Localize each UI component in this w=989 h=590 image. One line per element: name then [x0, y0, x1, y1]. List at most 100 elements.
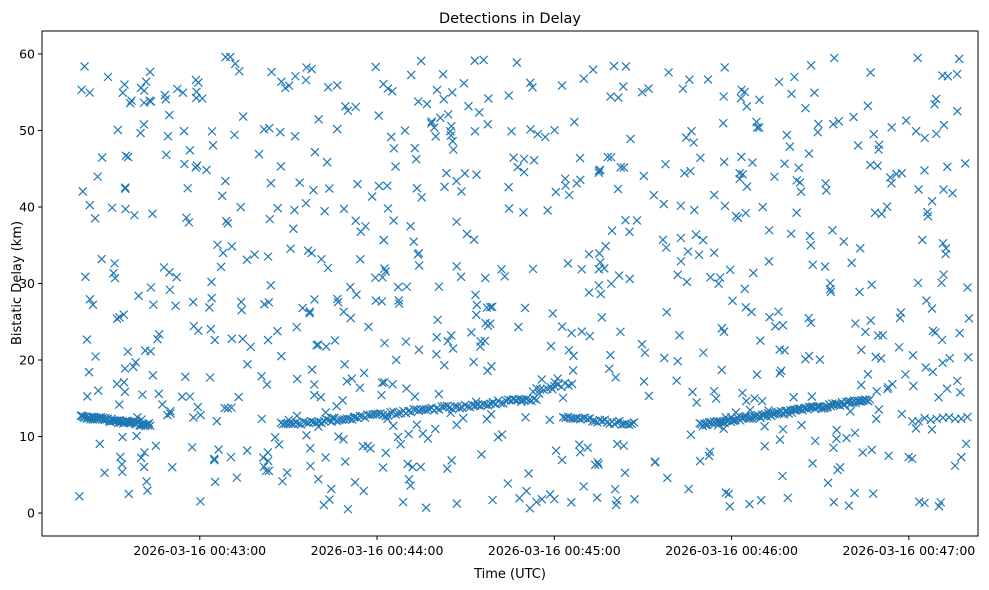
scatter-point — [171, 301, 181, 311]
scatter-point — [676, 201, 686, 211]
track-point — [450, 401, 460, 411]
scatter-point — [774, 77, 784, 87]
scatter-point — [442, 464, 452, 474]
scatter-point — [674, 330, 684, 340]
scatter-point — [333, 297, 343, 307]
scatter-point — [742, 182, 752, 192]
scatter-point — [112, 379, 122, 389]
scatter-point — [813, 127, 823, 137]
scatter-point — [345, 282, 355, 292]
scatter-point — [740, 284, 750, 294]
scatter-point — [330, 336, 340, 345]
scatter-point — [188, 297, 198, 307]
scatter-point — [408, 462, 417, 472]
scatter-point — [209, 455, 219, 465]
track-point — [355, 411, 365, 421]
scatter-point — [377, 390, 386, 400]
scatter-point — [780, 159, 790, 169]
scatter-point — [88, 300, 98, 310]
track-point — [521, 394, 531, 404]
scatter-point — [507, 126, 516, 136]
scatter-point — [238, 112, 248, 121]
scatter-point — [312, 340, 322, 350]
scatter-point — [584, 288, 594, 297]
scatter-point — [339, 204, 349, 214]
scatter-point — [775, 435, 785, 445]
scatter-point — [921, 363, 931, 372]
scatter-point — [207, 126, 217, 136]
scatter-point — [911, 126, 921, 136]
scatter-point — [594, 264, 604, 274]
scatter-point — [904, 452, 914, 462]
scatter-point — [206, 324, 216, 334]
track-point — [717, 418, 726, 427]
scatter-point — [923, 211, 933, 221]
scatter-point — [703, 75, 713, 84]
scatter-point — [406, 481, 415, 490]
scatter-point — [952, 69, 962, 79]
scatter-point — [621, 215, 630, 225]
scatter-point — [266, 280, 276, 290]
scatter-point — [611, 500, 621, 510]
track-point — [823, 402, 833, 412]
scatter-point — [74, 491, 84, 501]
scatter-point — [416, 56, 426, 66]
scatter-point — [157, 400, 167, 409]
scatter-point — [735, 168, 745, 178]
scatter-point — [120, 184, 130, 194]
scatter-point — [343, 504, 353, 514]
scatter-point — [621, 62, 631, 71]
scatter-point — [204, 302, 214, 312]
scatter-point — [787, 89, 796, 99]
scatter-point — [282, 468, 292, 478]
scatter-point — [107, 203, 117, 213]
scatter-point — [856, 345, 866, 355]
plot-area — [41, 30, 979, 537]
chart-title: Detections in Delay — [439, 11, 581, 27]
scatter-point — [908, 381, 918, 391]
scatter-point — [692, 397, 702, 407]
scatter-point — [764, 225, 774, 235]
scatter-point — [625, 227, 634, 237]
scatter-point — [114, 312, 124, 322]
scatter-point — [381, 448, 391, 458]
scatter-point — [497, 430, 507, 439]
scatter-point — [470, 126, 480, 136]
scatter-point — [725, 265, 735, 275]
scatter-point — [639, 377, 649, 386]
scatter-point — [146, 346, 156, 356]
track-point — [375, 409, 385, 418]
scatter-point — [120, 364, 130, 374]
scatter-point — [97, 254, 107, 264]
scatter-point — [583, 443, 593, 453]
scatter-point — [404, 429, 414, 439]
scatter-point — [776, 366, 786, 376]
scatter-point — [411, 154, 421, 164]
scatter-point — [350, 477, 360, 487]
scatter-point — [414, 248, 424, 258]
y-tick-label: 50 — [19, 123, 35, 138]
scatter-point — [606, 92, 615, 101]
scatter-point — [605, 350, 615, 360]
scatter-point — [745, 499, 754, 509]
scatter-point — [942, 162, 952, 172]
scatter-point — [196, 410, 206, 420]
scatter-point — [165, 285, 175, 295]
scatter-point — [386, 132, 396, 142]
scatter-point — [878, 330, 888, 340]
scatter-point — [649, 190, 659, 200]
scatter-point — [80, 272, 90, 282]
scatter-point — [412, 420, 422, 430]
scatter-point — [305, 443, 315, 453]
scatter-point — [789, 392, 799, 402]
scatter-point — [765, 312, 774, 322]
scatter-point — [242, 359, 252, 369]
scatter-point — [680, 168, 689, 178]
scatter-point — [259, 299, 269, 309]
scatter-point — [125, 98, 135, 108]
scatter-point — [416, 462, 426, 472]
scatter-point — [323, 82, 333, 92]
scatter-point — [828, 119, 838, 129]
scatter-point — [920, 133, 930, 143]
track-point — [483, 400, 493, 410]
